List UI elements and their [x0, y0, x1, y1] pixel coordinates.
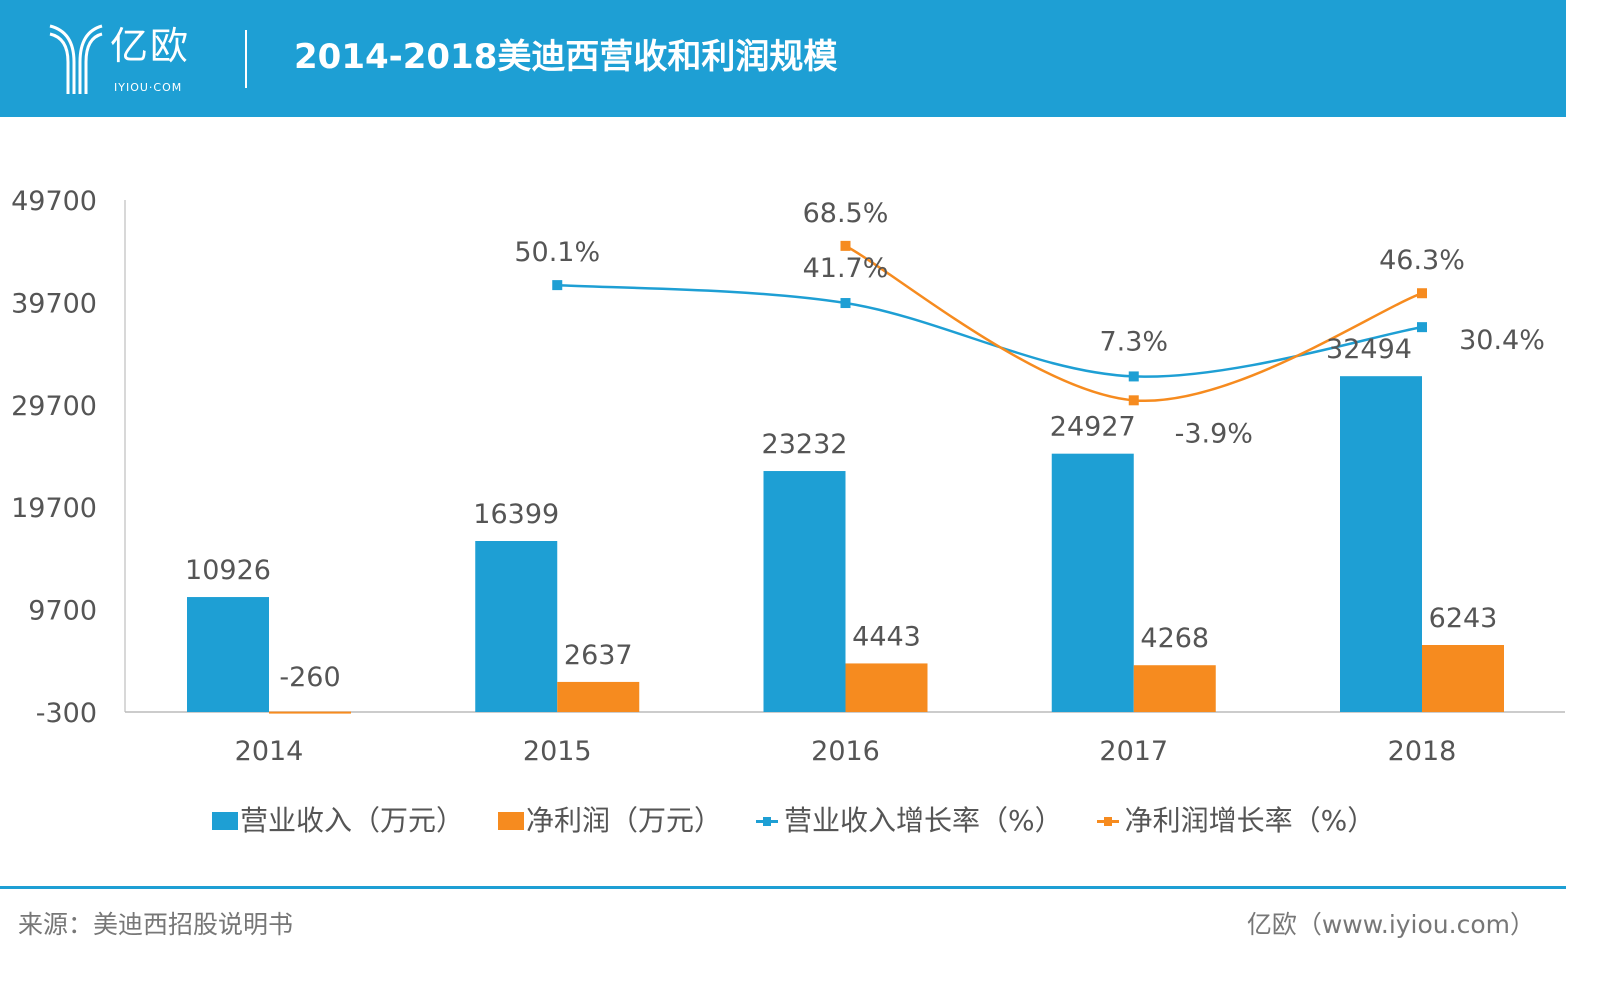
y-tick-label: -300	[36, 698, 97, 729]
line-marker	[1128, 371, 1139, 382]
legend-item-revenue-growth: 营业收入增长率（%）	[756, 804, 1063, 838]
legend-swatch	[212, 812, 238, 830]
legend-line-marker	[1096, 816, 1119, 826]
legend-label: 净利润（万元）	[526, 804, 723, 837]
header-banner: 亿欧 IYIOU·COM 2014-2018美迪西营收和利润规模	[0, 0, 1566, 117]
brand-note: 亿欧（www.iyiou.com）	[1246, 910, 1535, 939]
legend: 营业收入（万元） 净利润（万元） 营业收入增长率（%） 净利润增长率（%）	[212, 804, 1409, 838]
bar-data-label: 4268	[1140, 623, 1209, 654]
line-marker	[552, 280, 563, 291]
legend-label: 营业收入（万元）	[240, 804, 465, 837]
line-data-label: 68.5%	[803, 198, 889, 229]
legend-item-profit-growth: 净利润增长率（%）	[1096, 804, 1376, 838]
x-tick-label: 2014	[235, 736, 304, 767]
bar-data-label: -260	[279, 662, 340, 693]
line-data-label: 41.7%	[803, 253, 889, 284]
bar-data-label: 24927	[1050, 412, 1136, 443]
legend-item-revenue: 营业收入（万元）	[212, 804, 464, 838]
y-tick-label: 49700	[11, 186, 97, 217]
legend-line-marker	[756, 816, 779, 826]
line-data-label: 50.1%	[514, 237, 600, 268]
legend-label: 净利润增长率（%）	[1124, 804, 1376, 837]
line-marker	[840, 240, 851, 251]
x-tick-label: 2015	[523, 736, 592, 767]
profit-bar	[845, 663, 928, 712]
line-marker	[1417, 322, 1427, 333]
profit-bar	[269, 711, 351, 714]
line-data-label: -3.9%	[1175, 418, 1253, 449]
iyiou-logo: 亿欧 IYIOU·COM	[44, 22, 214, 97]
y-tick-label: 9700	[28, 596, 97, 627]
revenue-bar	[763, 471, 846, 712]
bar-data-label: 2637	[564, 640, 633, 671]
bar-data-label: 4443	[852, 621, 921, 652]
legend-swatch	[498, 812, 525, 830]
logo-text: 亿欧	[110, 24, 191, 68]
legend-item-profit: 净利润（万元）	[498, 804, 722, 838]
logo-subtext: IYIOU·COM	[114, 81, 183, 94]
x-tick-label: 2016	[811, 736, 880, 767]
header-divider	[245, 30, 247, 88]
line-marker	[1128, 395, 1139, 406]
line-marker	[840, 298, 851, 309]
revenue-bar	[1340, 376, 1422, 712]
revenue-bar	[1051, 453, 1134, 712]
chart-title: 2014-2018美迪西营收和利润规模	[294, 37, 838, 77]
line-marker	[1417, 288, 1427, 299]
line-data-label: 7.3%	[1099, 326, 1168, 357]
bar-data-label: 10926	[185, 555, 271, 586]
bar-data-label: 6243	[1429, 603, 1498, 634]
line-data-label: 30.4%	[1459, 325, 1545, 356]
source-note: 来源：美迪西招股说明书	[18, 910, 294, 939]
bar-data-label: 16399	[473, 499, 559, 530]
x-tick-label: 2018	[1388, 736, 1457, 767]
bar-data-label: 32494	[1326, 334, 1412, 365]
revenue-growth-line	[557, 283, 1423, 378]
bar-data-label: 23232	[762, 429, 848, 460]
revenue-bar	[475, 541, 558, 712]
legend-label: 营业收入增长率（%）	[784, 804, 1063, 837]
y-tick-label: 29700	[11, 391, 97, 422]
profit-bar	[1133, 665, 1216, 712]
logo-y-icon	[49, 24, 103, 94]
footer-divider	[0, 886, 1566, 889]
profit-bar	[557, 681, 640, 712]
revenue-bar	[187, 597, 269, 712]
x-tick-label: 2017	[1099, 736, 1168, 767]
line-data-label: 46.3%	[1379, 245, 1465, 276]
profit-bar	[1422, 644, 1504, 712]
y-tick-label: 19700	[11, 493, 97, 524]
y-tick-label: 39700	[11, 288, 97, 319]
